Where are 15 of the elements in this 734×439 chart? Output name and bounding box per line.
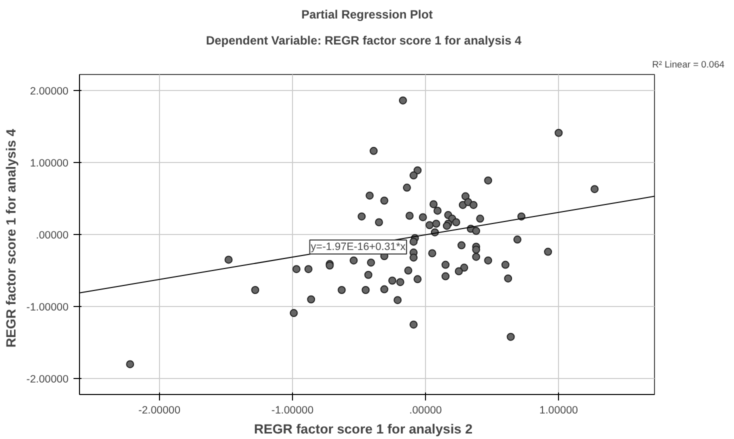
annotation: y=-1.97E-16+0.31*x bbox=[310, 240, 406, 253]
y-tick-label: 2.00000 bbox=[30, 85, 69, 98]
chart-subtitle: Dependent Variable: REGR factor score 1 for analysis 4 bbox=[206, 34, 522, 48]
x-tick-label: .00000 bbox=[409, 404, 442, 416]
x-tick-label: 1.00000 bbox=[539, 404, 578, 416]
y-tick-label: .00000 bbox=[36, 230, 69, 242]
y-axis-title: REGR factor score 1 for analysis 4 bbox=[3, 128, 18, 348]
y-tick-label: 1.00000 bbox=[30, 157, 69, 170]
text: R² Linear = 0.064 bbox=[652, 60, 725, 70]
x-tick-label: -2.00000 bbox=[138, 404, 180, 416]
chart-title: Partial Regression Plot bbox=[301, 8, 433, 22]
y-tick-label: -1.00000 bbox=[26, 302, 69, 314]
y-tick-label: -2.00000 bbox=[26, 374, 69, 386]
x-tick-label: -1.00000 bbox=[271, 404, 314, 416]
x-axis-title: REGR factor score 1 for analysis 2 bbox=[254, 422, 473, 436]
